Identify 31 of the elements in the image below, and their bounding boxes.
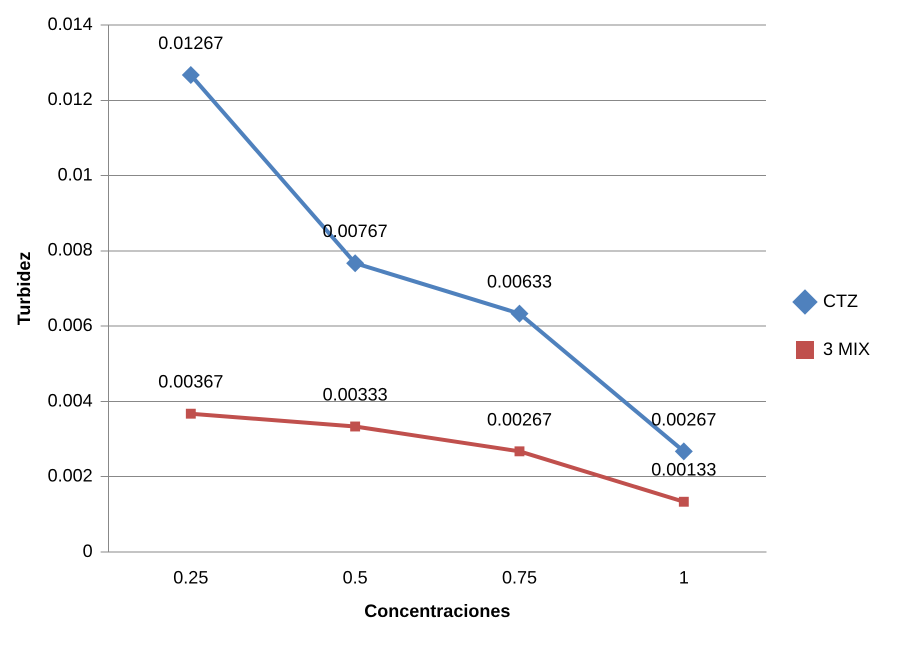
legend-label: CTZ	[822, 290, 858, 311]
point	[678, 496, 689, 507]
y-tick-label: 0.008	[48, 240, 93, 260]
y-tick-label: 0.004	[48, 390, 93, 410]
point	[186, 408, 196, 419]
x-tick-label: 0.5	[342, 568, 368, 588]
y-tick-label: 0.012	[48, 89, 93, 110]
point	[346, 254, 364, 272]
data-label: 0.00267	[486, 409, 552, 430]
x-tick-label: 0.75	[502, 568, 538, 588]
data-label: 0.01267	[158, 33, 224, 54]
legend-label: 3 MIX	[822, 338, 870, 359]
y-tick-label: 0.006	[48, 314, 93, 335]
point	[350, 422, 360, 432]
x-tick-label: 0.25	[173, 568, 208, 588]
y-tick-label: 0	[82, 540, 93, 561]
x-tick-label: 1	[678, 568, 689, 588]
point	[510, 304, 528, 323]
data-label: 0.00133	[651, 460, 716, 480]
point	[514, 446, 524, 456]
data-label: 0.00367	[158, 372, 224, 392]
data-label: 0.00267	[651, 409, 716, 430]
data-label: 0.00333	[322, 384, 388, 404]
y-axis-title: Turbidez	[14, 252, 34, 326]
y-tick-label: 0.01	[58, 164, 93, 184]
point	[182, 66, 200, 84]
point	[674, 442, 693, 460]
x-axis-title: Concentraciones	[364, 601, 510, 622]
y-tick-label: 0.002	[48, 466, 93, 486]
data-label: 0.00633	[486, 272, 552, 292]
y-tick-label: 0.014	[48, 14, 93, 34]
